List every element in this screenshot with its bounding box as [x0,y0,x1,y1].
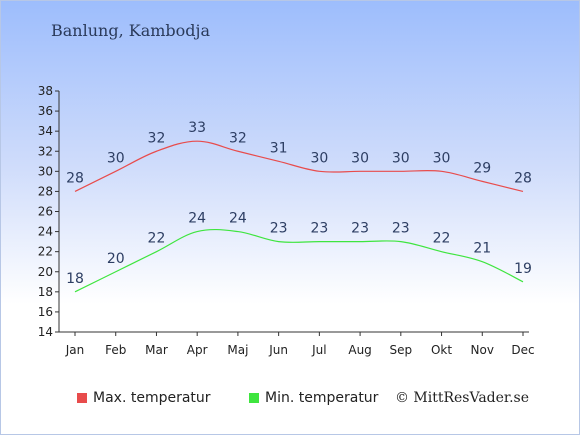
y-tick-label: 26 [38,205,53,219]
legend-label-max: Max. temperatur [93,390,211,406]
data-label-max: 32 [148,130,166,146]
x-tick-label: Okt [431,343,452,357]
y-tick-label: 28 [38,184,53,198]
data-label-min: 24 [188,211,206,227]
data-label-max: 30 [351,150,369,166]
x-tick-label: Jan [65,343,85,357]
chart-axes: 14 16 18 20 22 24 26 28 30 32 34 36 38 Jan Feb Mar Apr Ma… [38,84,535,357]
y-tick-label: 34 [38,124,53,138]
data-label-min: 19 [514,261,532,277]
data-label-min: 18 [66,271,84,287]
x-tick-label: Dec [511,343,534,357]
y-tick-label: 16 [38,305,53,319]
x-tick-label: Mar [145,343,168,357]
y-tick-label: 14 [38,325,53,339]
data-label-min: 23 [392,221,410,237]
data-label-max: 28 [66,170,84,186]
y-tick-label: 32 [38,144,53,158]
data-label-max: 30 [392,150,410,166]
data-label-min: 22 [433,231,451,247]
legend-label-min: Min. temperatur [265,390,379,406]
series-line-max [74,140,524,192]
data-label-min: 20 [107,251,125,267]
legend-swatch-max [77,393,87,403]
x-tick-label: Feb [105,343,126,357]
legend-swatch-min [249,393,259,403]
data-label-max: 30 [433,150,451,166]
data-label-min: 23 [351,221,369,237]
data-labels: 28 30 32 33 32 31 30 30 30 30 29 28 18 20 22 24 24 23 23 23… [66,120,532,287]
x-tick-label: Jun [268,343,288,357]
data-label-min: 23 [310,221,328,237]
data-label-max: 32 [229,130,247,146]
data-label-min: 24 [229,211,247,227]
data-label-max: 30 [310,150,328,166]
series-lines [74,140,524,293]
data-label-min: 22 [148,231,166,247]
x-tick-label: Aug [348,343,371,357]
legend-item-max: Max. temperatur [77,390,211,406]
y-tick-label: 24 [38,225,53,239]
data-label-max: 28 [514,170,532,186]
y-tick-label: 30 [38,164,53,178]
data-label-max: 31 [270,140,288,156]
x-tick-label: Apr [187,343,208,357]
chart-title: Banlung, Kambodja [51,21,211,40]
data-label-min: 21 [473,241,491,257]
y-tick-label: 20 [38,265,53,279]
data-label-max: 30 [107,150,125,166]
y-tick-label: 38 [38,84,53,98]
credit-text: © MittResVader.se [394,390,529,406]
y-tick-label: 18 [38,285,53,299]
data-label-max: 29 [473,160,491,176]
x-tick-label: Maj [227,343,248,357]
y-tick-label: 22 [38,245,53,259]
series-line-min [74,228,524,293]
x-tick-label: Jul [311,343,326,357]
data-label-min: 23 [270,221,288,237]
x-tick-label: Nov [471,343,494,357]
x-tick-label: Sep [390,343,413,357]
y-tick-label: 36 [38,104,53,118]
data-label-max: 33 [188,120,206,136]
legend-item-min: Min. temperatur [249,390,378,406]
